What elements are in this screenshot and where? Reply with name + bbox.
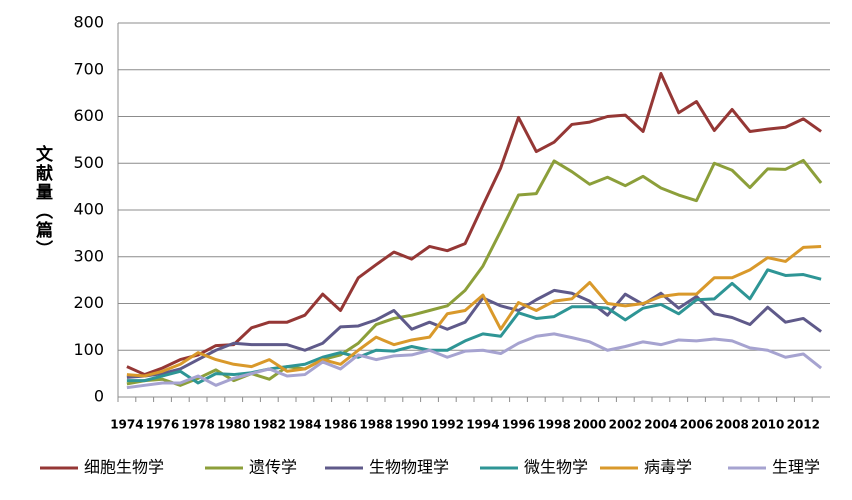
legend-label: 遗传学 xyxy=(249,458,297,477)
x-tick-label: 1976 xyxy=(146,418,179,432)
x-tick-label: 1988 xyxy=(359,418,392,432)
legend-label: 微生物学 xyxy=(524,458,588,477)
x-tick-label: 1982 xyxy=(253,418,286,432)
x-tick-label: 2000 xyxy=(573,418,606,432)
legend-label: 生物物理学 xyxy=(369,458,449,477)
x-tick-label: 1984 xyxy=(288,418,321,432)
x-tick-label: 1978 xyxy=(181,418,214,432)
x-tick-label: 2006 xyxy=(680,418,713,432)
x-tick-label: 1990 xyxy=(395,418,428,432)
y-tick-label: 400 xyxy=(73,200,104,219)
y-tick-label: 100 xyxy=(73,340,104,359)
series-line xyxy=(126,268,822,385)
legend-label: 病毒学 xyxy=(644,458,692,477)
series-line xyxy=(126,244,822,378)
y-tick-label: 800 xyxy=(73,13,104,32)
y-tick-label: 700 xyxy=(73,59,104,78)
x-tick-label: 1998 xyxy=(537,418,570,432)
x-tick-label: 2004 xyxy=(644,418,677,432)
y-tick-label: 500 xyxy=(73,153,104,172)
x-tick-label: 1992 xyxy=(431,418,464,432)
x-tick-label: 1986 xyxy=(324,418,357,432)
y-tick-label: 600 xyxy=(73,106,104,125)
legend-label: 细胞生物学 xyxy=(84,458,164,477)
x-tick-label: 2010 xyxy=(751,418,784,432)
x-tick-label: 1980 xyxy=(217,418,250,432)
y-tick-label: 200 xyxy=(73,293,104,312)
x-tick-label: 1996 xyxy=(502,418,535,432)
series-line xyxy=(126,288,822,379)
legend-label: 生理学 xyxy=(772,458,820,477)
x-tick-label: 2012 xyxy=(787,418,820,432)
y-tick-label: 300 xyxy=(73,246,104,265)
y-tick-label: 0 xyxy=(94,387,104,406)
x-tick-label: 2002 xyxy=(609,418,642,432)
x-tick-label: 2008 xyxy=(715,418,748,432)
x-tick-label: 1994 xyxy=(466,418,499,432)
series-line xyxy=(126,332,823,390)
x-tick-label: 1974 xyxy=(110,418,143,432)
y-axis-label: 文献量（篇） xyxy=(32,145,52,259)
series-line xyxy=(126,71,822,377)
